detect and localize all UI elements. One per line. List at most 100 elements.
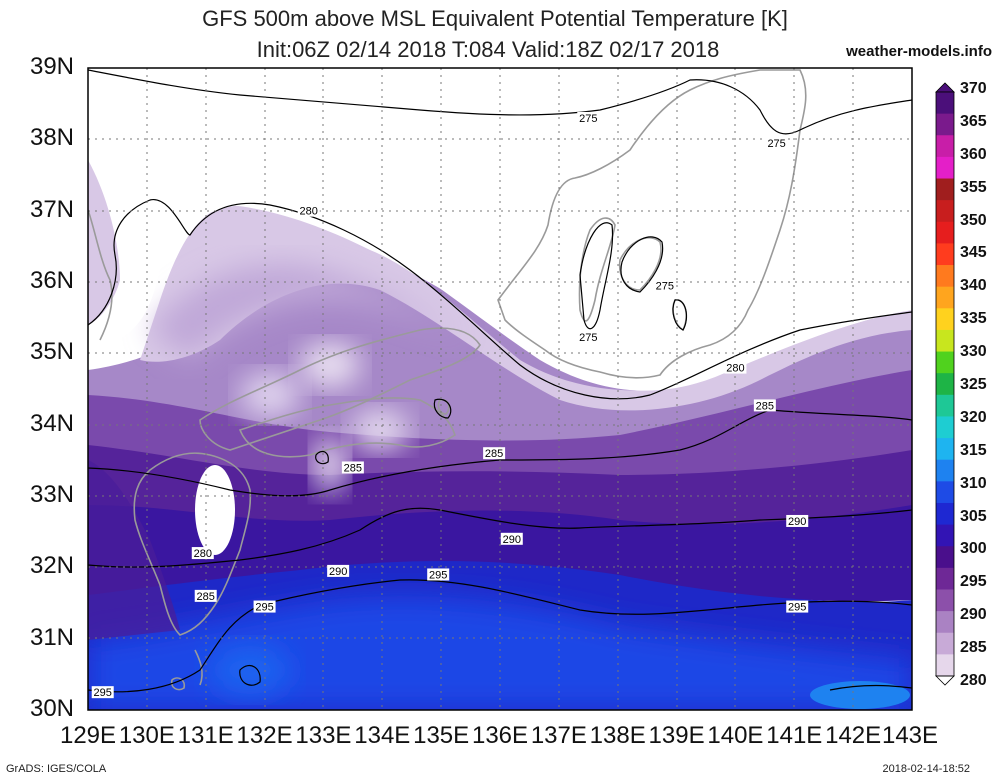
lat-tick-label: 37N [29,195,74,223]
colorbar-swatch [936,373,954,396]
lat-tick-label: 31N [29,623,74,651]
contour-label-text: 280 [726,363,744,375]
lon-tick-label: 140E [707,722,764,749]
contour-label: 290 [327,564,350,578]
contour-label: 275 [577,111,600,125]
colorbar-label: 360 [960,145,987,163]
colorbar-label: 320 [960,408,987,426]
contour-label: 285 [753,399,776,412]
colorbar-bottom-arrow [935,675,955,686]
lon-tick-label: 130E [118,722,175,749]
contour-label: 295 [253,600,276,614]
lon-tick-label: 143E [881,722,939,749]
lon-tick-label: 133E [295,722,352,749]
lon-tick-label: 131E [177,722,234,749]
contour-labels: 275 275 275 275 280 280 280 285 285 285 285 290 290 2… [91,111,809,699]
contour-label-text: 275 [579,332,597,344]
colorbar [935,82,955,686]
colorbar-swatch [936,329,954,353]
contour-label: 290 [786,514,809,528]
colorbar-swatch [936,156,954,180]
contour-label-text: 295 [788,602,806,614]
colorbar-label: 335 [960,310,987,328]
contour-label: 275 [653,279,676,293]
colorbar-swatch [936,200,954,223]
lon-tick-label: 132E [236,722,293,749]
lat-tick-label: 32N [29,552,74,580]
colorbar-label: 285 [960,639,987,657]
colorbar-swatch [936,92,954,115]
site-credit: weather-models.info [846,43,992,60]
colorbar-swatch [936,546,954,569]
colorbar-swatch [936,459,954,482]
contour-label: 290 [500,532,523,546]
colorbar-swatch [936,632,954,655]
lon-tick-label: 129E [59,722,117,749]
generation-timestamp: 2018-02-14-18:52 [882,763,970,775]
contour-label-text: 290 [503,534,521,546]
contour-label-text: 290 [329,566,347,578]
contour-label-text: 285 [197,591,215,603]
colorbar-swatch [936,481,954,504]
colorbar-label: 305 [960,507,987,525]
colorbar-label: 300 [960,540,987,558]
colorbar-swatch [936,654,954,677]
colorbar-swatch [936,438,954,461]
lon-tick-label: 141E [766,722,823,749]
colorbar-swatch [936,567,954,590]
lat-tick-label: 33N [29,481,74,508]
colorbar-label: 330 [960,343,987,361]
contour-label: 280 [724,361,747,375]
contour-label-text: 280 [194,548,212,560]
colorbar-label: 280 [960,672,987,689]
plot-frame [87,67,913,711]
contour-label: 275 [765,136,788,150]
colorbar-swatch [936,178,954,201]
colorbar-label: 355 [960,178,987,196]
lon-tick-label: 135E [413,722,470,749]
colorbar-label: 365 [960,112,987,130]
lon-tick-label: 136E [471,722,529,749]
contour-label: 295 [427,568,450,581]
contour-lines [88,69,912,693]
contour-label: 285 [341,461,364,474]
lat-tick-label: 38N [29,124,74,152]
contour-label-text: 295 [255,602,273,614]
contour-label-text: 290 [788,516,806,528]
colorbar-swatch [936,243,954,266]
contour-label: 285 [483,447,506,460]
colorbar-swatch [936,394,954,417]
contour-label-text: 285 [756,400,774,412]
contour-label: 295 [786,600,809,614]
lon-tick-label: 142E [825,722,882,749]
lat-tick-label: 34N [29,409,74,437]
contour-label-text: 275 [656,281,674,293]
lon-tick-label: 138E [589,722,646,749]
colorbar-swatch [936,351,954,374]
colorbar-label: 325 [960,376,987,393]
contour-label: 280 [297,204,320,218]
contour-label-text: 295 [429,569,447,581]
colorbar-label: 350 [960,211,987,229]
software-credit: GrADS: IGES/COLA [6,763,107,775]
map-title: GFS 500m above MSL Equivalent Potential … [202,6,788,31]
map-subtitle: Init:06Z 02/14 2018 T:084 Valid:18Z 02/1… [256,37,720,62]
contour-label: 285 [194,589,217,603]
colorbar-label: 340 [960,277,987,295]
colorbar-swatch [936,611,954,634]
lat-tick-label: 36N [29,267,74,294]
colorbar-swatch [936,135,954,158]
colorbar-label: 370 [960,80,987,97]
contour-label: 295 [91,686,114,699]
contour-label-text: 285 [344,462,362,474]
colorbar-swatch [936,502,954,526]
lon-tick-label: 134E [354,722,411,749]
colorbar-swatch [936,265,954,288]
contour-label: 280 [191,547,214,560]
lon-tick-label: 137E [530,722,587,749]
colorbar-top-arrow [935,82,955,93]
colorbar-label: 295 [960,573,987,591]
contour-label-text: 280 [300,206,318,218]
